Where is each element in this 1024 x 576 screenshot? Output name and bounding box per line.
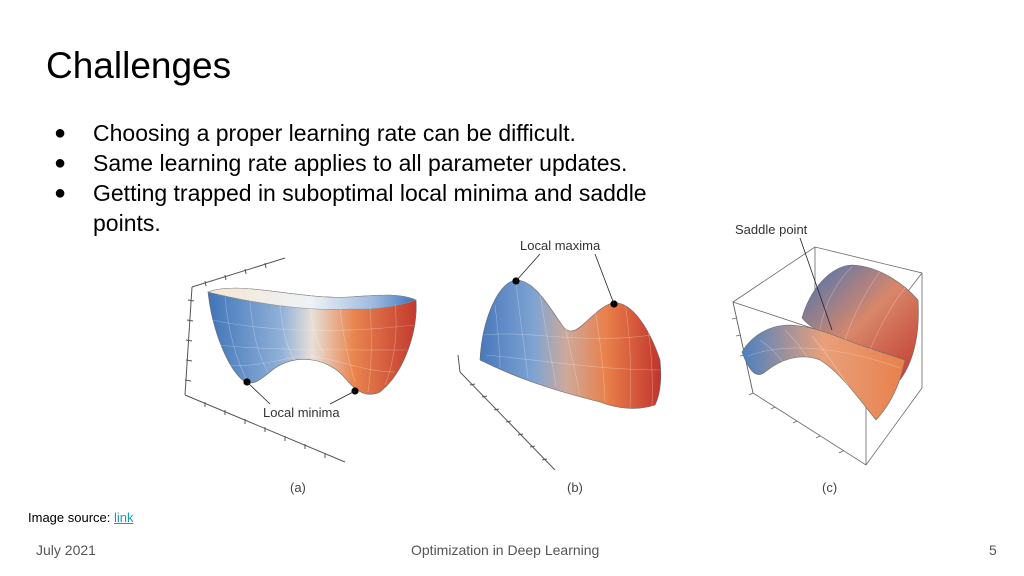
bullet-text-continued: points. (93, 210, 161, 236)
annotation-leader-c (799, 237, 833, 331)
panel-c: Saddle point (c) (731, 222, 923, 495)
panel-c-caption: (c) (822, 480, 837, 495)
annotation-leader-b1 (515, 253, 541, 282)
panel-b-axes (457, 354, 556, 471)
panel-a-rim (206, 287, 417, 310)
bullet-item: ● Same learning rate applies to all para… (54, 148, 704, 178)
annotation-leader-a2 (329, 390, 356, 405)
bullet-item: ● Choosing a proper learning rate can be… (54, 118, 704, 148)
footer-page-number: 5 (989, 542, 997, 558)
bullet-text: Same learning rate applies to all parame… (93, 150, 628, 176)
image-source-link[interactable]: link (114, 510, 134, 525)
saddle-point-label: Saddle point (735, 222, 808, 237)
bullet-dot-icon: ● (54, 152, 67, 174)
panel-a-caption: (a) (290, 480, 306, 495)
bullet-dot-icon: ● (54, 182, 67, 204)
panel-b: Local maxima (b) (457, 238, 662, 495)
annotation-leader-a1 (246, 381, 271, 405)
local-minima-label: Local minima (263, 405, 340, 420)
bullet-item: ● Getting trapped in suboptimal local mi… (54, 178, 704, 238)
bullet-dot-icon: ● (54, 122, 67, 144)
bullet-list: ● Choosing a proper learning rate can be… (54, 118, 704, 238)
footer-title: Optimization in Deep Learning (411, 542, 600, 558)
footer-date: July 2021 (36, 542, 96, 558)
panel-c-surface-front (741, 324, 906, 421)
local-maxima-label: Local maxima (520, 238, 601, 253)
annotation-leader-b2 (594, 253, 615, 305)
panel-a: Local minima (a) (184, 257, 417, 495)
image-source-note: Image source: link (28, 510, 134, 526)
panel-b-caption: (b) (567, 480, 583, 495)
image-source-label: Image source: (28, 510, 114, 525)
slide-title: Challenges (46, 45, 232, 86)
bullet-text: Getting trapped in suboptimal local mini… (93, 180, 647, 206)
panel-a-axes (184, 257, 346, 463)
panel-a-mesh (211, 296, 415, 393)
bullet-text: Choosing a proper learning rate can be d… (93, 120, 576, 146)
panel-b-mesh (483, 281, 661, 409)
panel-b-surface (479, 279, 662, 409)
panel-c-mesh (747, 266, 906, 406)
